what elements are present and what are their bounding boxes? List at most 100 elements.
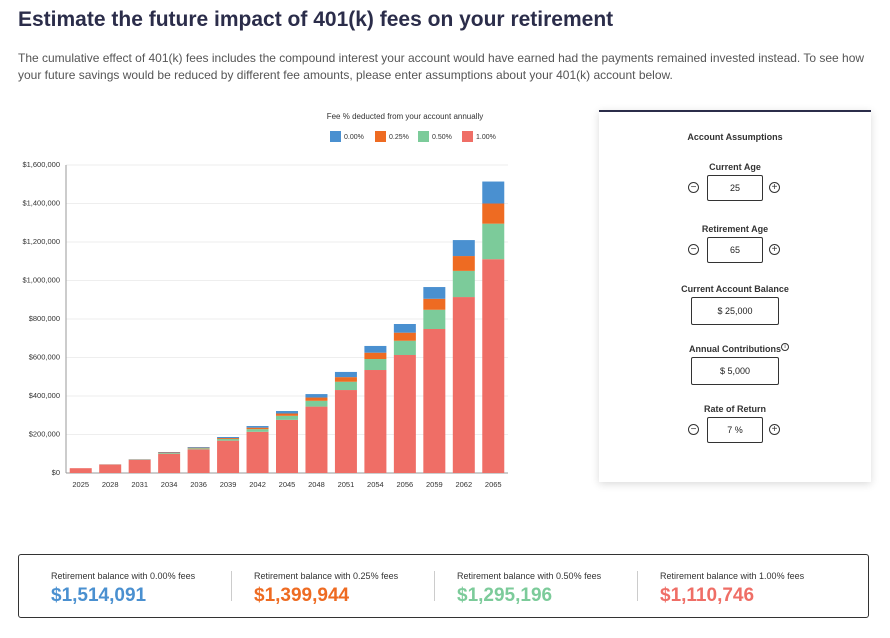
- bar-segment: [452, 297, 475, 473]
- minus-button[interactable]: −: [688, 182, 699, 193]
- legend-title: Fee % deducted from your account annuall…: [327, 112, 484, 121]
- description: The cumulative effect of 401(k) fees inc…: [18, 51, 865, 82]
- summary-label: Retirement balance with 0.50% fees: [457, 571, 602, 581]
- legend-swatch: [418, 131, 429, 142]
- y-tick-label: $200,000: [29, 429, 60, 438]
- divider: [434, 571, 435, 601]
- plus-button[interactable]: +: [769, 182, 780, 193]
- legend-label: 0.00%: [344, 134, 364, 141]
- field-label: Current Age: [709, 162, 761, 172]
- x-tick-label: 2054: [367, 480, 384, 489]
- minus-button[interactable]: −: [688, 244, 699, 255]
- field-input[interactable]: 25: [707, 175, 763, 201]
- legend-swatch: [462, 131, 473, 142]
- bar-segment: [423, 309, 446, 330]
- bar-segment: [482, 203, 505, 224]
- divider: [637, 571, 638, 601]
- bar-segment: [69, 468, 92, 473]
- bar-segment: [158, 453, 181, 473]
- summary-label: Retirement balance with 0.25% fees: [254, 571, 399, 581]
- bar-segment: [246, 427, 269, 430]
- summary-value: $1,110,746: [660, 585, 755, 606]
- bar-segment: [423, 287, 446, 299]
- field-label: Current Account Balance: [681, 284, 789, 294]
- bar-segment: [158, 452, 181, 454]
- bar-segment: [217, 438, 240, 439]
- bar-segment: [305, 397, 328, 401]
- bar-segment: [276, 413, 298, 416]
- bar-segment: [99, 464, 122, 473]
- bar-segment: [334, 381, 357, 391]
- summary-value: $1,399,944: [254, 585, 350, 606]
- assumptions-panel: Account Assumptions Current Age 25− + Retir…: [599, 110, 871, 482]
- plus-button[interactable]: +: [769, 244, 780, 255]
- chart: Fee % deducted from your account annuall…: [22, 112, 508, 489]
- y-tick-label: $600,000: [29, 352, 60, 361]
- x-tick-label: 2048: [308, 480, 325, 489]
- legend-label: 0.25%: [389, 134, 409, 141]
- bar-segment: [364, 352, 387, 360]
- x-tick-label: 2039: [220, 480, 237, 489]
- bar-segment: [187, 448, 210, 450]
- y-tick-label: $0: [52, 468, 60, 477]
- bar-segment: [482, 259, 505, 473]
- y-tick-label: $1,600,000: [22, 160, 60, 169]
- x-tick-label: 2025: [72, 480, 89, 489]
- summary-label: Retirement balance with 1.00% fees: [660, 571, 805, 581]
- field-input[interactable]: 7 %: [707, 417, 763, 443]
- bar-segment: [246, 431, 269, 473]
- bar-segment: [334, 377, 357, 382]
- divider: [231, 571, 232, 601]
- bar-segment: [482, 181, 505, 204]
- field-input[interactable]: $ 25,000: [691, 297, 779, 325]
- bar-segment: [276, 419, 298, 473]
- bar-segment: [128, 459, 151, 473]
- x-tick-label: 2036: [190, 480, 207, 489]
- field-label: Rate of Return: [703, 404, 766, 414]
- bar-segment: [364, 345, 387, 353]
- summary-value: $1,295,196: [457, 585, 553, 606]
- bar-segment: [246, 429, 269, 432]
- x-tick-label: 2056: [397, 480, 414, 489]
- bar-segment: [452, 270, 475, 298]
- summary-label: Retirement balance with 0.00% fees: [51, 571, 196, 581]
- bar-segment: [276, 411, 298, 414]
- bar-segment: [423, 298, 446, 310]
- bar-segment: [393, 340, 416, 355]
- bar-segment: [187, 447, 210, 449]
- minus-button[interactable]: −: [688, 424, 699, 435]
- bar-segment: [423, 329, 446, 473]
- x-tick-label: 2042: [249, 480, 266, 489]
- bar-segment: [305, 406, 328, 473]
- bar-segment: [187, 447, 210, 448]
- x-tick-label: 2051: [338, 480, 355, 489]
- y-tick-label: $400,000: [29, 391, 60, 400]
- y-tick-label: $1,400,000: [22, 198, 60, 207]
- bar-segment: [246, 426, 269, 428]
- y-tick-label: $1,200,000: [22, 237, 60, 246]
- bar-segment: [305, 394, 328, 398]
- field-input[interactable]: $ 5,000: [691, 357, 779, 385]
- bar-segment: [334, 390, 357, 473]
- field-input[interactable]: 65: [707, 237, 763, 263]
- summary-box: Retirement balance with 0.00% fees $1,514…: [18, 554, 869, 618]
- info-icon: i: [781, 343, 789, 351]
- plus-button[interactable]: +: [769, 424, 780, 435]
- field-label: Retirement Age: [701, 224, 769, 234]
- x-tick-label: 2031: [131, 480, 148, 489]
- bar-segment: [364, 359, 387, 371]
- bar-segment: [334, 371, 357, 378]
- bar-segment: [217, 437, 240, 439]
- bar-segment: [217, 438, 240, 441]
- bar-segment: [452, 240, 475, 257]
- page-title: Estimate the future impact of 401(k) fee…: [18, 8, 614, 31]
- field-label: Annual Contributions: [689, 344, 781, 354]
- legend-label: 0.50%: [432, 134, 452, 141]
- bar-segment: [393, 332, 416, 341]
- legend-swatch: [375, 131, 386, 142]
- x-tick-label: 2034: [161, 480, 178, 489]
- y-tick-label: $1,000,000: [22, 275, 60, 284]
- x-tick-label: 2062: [455, 480, 472, 489]
- bar-segment: [217, 440, 240, 473]
